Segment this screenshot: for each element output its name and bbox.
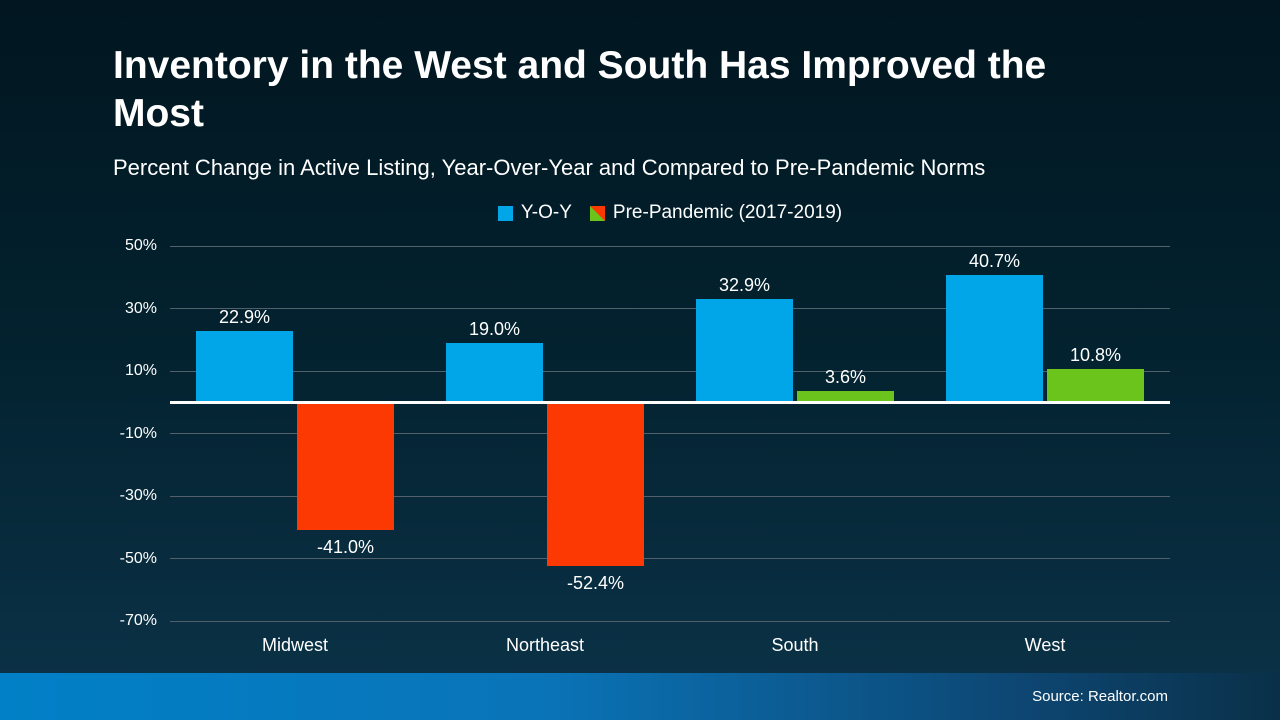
y-tick-label--50: -50% xyxy=(119,549,157,567)
category-label-northeast: Northeast xyxy=(505,635,585,655)
bar-yoy-northeast xyxy=(446,342,543,403)
gridline--10 xyxy=(170,433,1170,434)
y-tick-label-10: 10% xyxy=(124,362,157,379)
gridline--70 xyxy=(170,620,1170,622)
footer-bar: Source: Realtor.com xyxy=(0,673,1280,720)
gridline-30 xyxy=(170,308,1170,309)
legend-item-yoy: Y-O-Y xyxy=(497,202,572,224)
gridline-10 xyxy=(170,370,1170,372)
bar-prepandemic-south xyxy=(797,391,894,403)
y-axis-tick-labels: 50% 30% 10% -10% -30% -50% -70% xyxy=(0,237,157,629)
value-label-yoy-west: 40.7% xyxy=(968,251,1021,272)
value-label-prepandemic-midwest: -41.0% xyxy=(316,537,375,558)
y-tick-label--10: -10% xyxy=(119,424,157,442)
value-label-prepandemic-south: 3.6% xyxy=(824,367,867,387)
legend-label-yoy: Y-O-Y xyxy=(520,202,572,223)
gridline--30 xyxy=(170,495,1170,497)
chart-legend: Y-O-Y Pre-Pandemic (2017-2019) xyxy=(170,201,1170,225)
y-tick-label-50: 50% xyxy=(124,237,157,254)
gridline--50 xyxy=(170,558,1170,559)
value-label-yoy-south: 32.9% xyxy=(718,275,771,296)
bar-prepandemic-west xyxy=(1047,368,1144,403)
y-tick-label--70: -70% xyxy=(119,612,157,629)
y-tick-label--30: -30% xyxy=(119,487,157,504)
bar-yoy-west xyxy=(946,275,1043,403)
category-label-west: West xyxy=(1024,635,1066,655)
x-axis-category-labels: Midwest Northeast South West xyxy=(170,633,1170,657)
value-label-prepandemic-west: 10.8% xyxy=(1069,344,1122,365)
bar-prepandemic-northeast xyxy=(547,402,644,566)
gridline-50 xyxy=(170,245,1170,247)
plot-area: 22.9% -41.0% 19.0% -52.4% 32.9% 3.6% 40.7% 10.8… xyxy=(170,245,1170,622)
prepandemic-legend-swatch-icon xyxy=(589,205,605,221)
y-tick-label-30: 30% xyxy=(124,299,157,317)
bar-prepandemic-midwest xyxy=(297,402,394,531)
value-label-yoy-northeast: 19.0% xyxy=(468,318,521,339)
bar-yoy-south xyxy=(696,299,793,403)
category-label-midwest: Midwest xyxy=(261,635,328,655)
value-label-yoy-midwest: 22.9% xyxy=(218,306,271,327)
value-label-prepandemic-northeast: -52.4% xyxy=(566,573,625,593)
source-attribution: Source: Realtor.com xyxy=(1032,688,1168,705)
chart-title: Inventory in the West and South Has Impr… xyxy=(113,44,1047,135)
yoy-legend-swatch-icon xyxy=(497,205,513,221)
legend-label-prepandemic: Pre-Pandemic (2017-2019) xyxy=(612,202,843,223)
bar-yoy-midwest xyxy=(196,330,293,403)
zero-axis-line xyxy=(170,400,1170,404)
category-label-south: South xyxy=(771,635,819,655)
chart-subtitle: Percent Change in Active Listing, Year-O… xyxy=(113,155,986,180)
legend-item-prepandemic: Pre-Pandemic (2017-2019) xyxy=(589,202,843,224)
